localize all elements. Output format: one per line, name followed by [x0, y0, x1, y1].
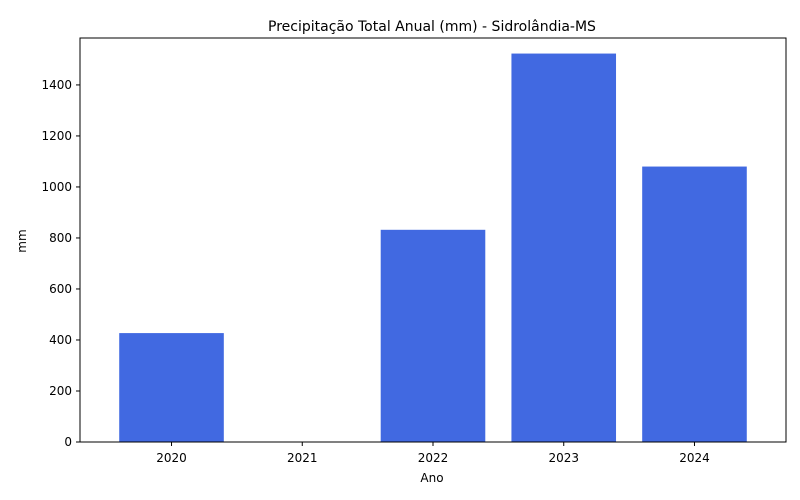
chart-title: Precipitação Total Anual (mm) - Sidrolân… [268, 19, 596, 35]
ticks-layer: 2020 2021 2022 2023 2024 0 200 400 600 800 1000 120… [41, 78, 709, 465]
y-tick-label: 1400 [41, 78, 72, 92]
y-tick-label: 400 [49, 333, 72, 347]
y-axis-title: mm [15, 229, 29, 252]
bar-2022 [380, 229, 486, 442]
x-tick-label: 2024 [679, 451, 710, 465]
bars-layer [119, 53, 747, 443]
x-tick-label: 2020 [156, 451, 187, 465]
y-tick-label: 0 [64, 435, 72, 449]
x-tick-label: 2022 [418, 451, 449, 465]
bar-2023 [511, 53, 617, 443]
y-tick-label: 1000 [41, 180, 72, 194]
x-axis-title: Ano [420, 471, 443, 485]
x-tick-label: 2023 [548, 451, 579, 465]
y-tick-label: 1200 [41, 129, 72, 143]
y-tick-label: 200 [49, 384, 72, 398]
x-tick-label: 2021 [287, 451, 318, 465]
y-tick-label: 800 [49, 231, 72, 245]
bar-2024 [642, 166, 747, 443]
y-tick-label: 600 [49, 282, 72, 296]
bar-2020 [119, 333, 224, 442]
